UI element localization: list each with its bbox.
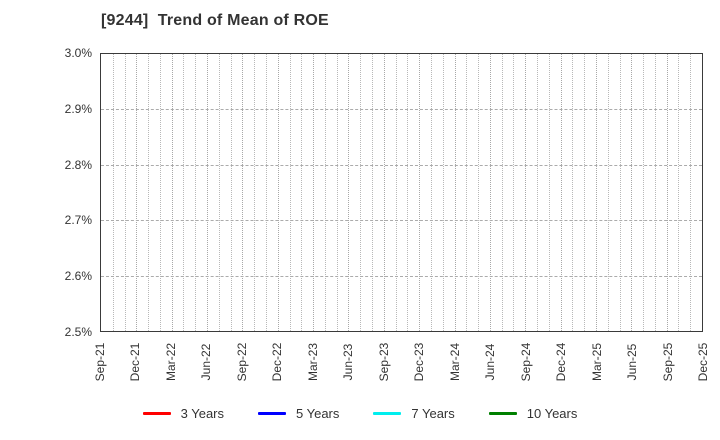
vertical-gridline	[678, 54, 680, 331]
vertical-gridline	[230, 54, 232, 331]
horizontal-gridline	[101, 220, 702, 222]
legend-item: 5 Years	[258, 406, 339, 421]
vertical-gridline	[383, 54, 385, 331]
y-tick-label: 2.6%	[64, 269, 92, 284]
vertical-gridline	[313, 54, 315, 331]
vertical-gridline	[419, 54, 421, 331]
x-tick-label: Jun-25	[625, 343, 640, 381]
vertical-gridline	[207, 54, 209, 331]
vertical-gridline	[395, 54, 397, 331]
vertical-gridline	[548, 54, 550, 331]
vertical-gridline	[159, 54, 161, 331]
vertical-gridline	[277, 54, 279, 331]
vertical-gridline	[218, 54, 220, 331]
vertical-gridline	[171, 54, 173, 331]
x-tick-label: Sep-24	[518, 342, 533, 382]
vertical-gridline	[336, 54, 338, 331]
legend-item: 10 Years	[488, 406, 578, 421]
x-tick-label: Jun-23	[341, 343, 356, 381]
x-tick-label: Jun-24	[483, 343, 498, 381]
y-tick-label: 2.8%	[64, 157, 92, 172]
vertical-gridline	[690, 54, 692, 331]
vertical-gridline	[372, 54, 374, 331]
legend-item: 7 Years	[373, 406, 455, 421]
x-tick-label: Dec-24	[554, 342, 569, 382]
vertical-gridline	[619, 54, 621, 331]
vertical-gridline	[525, 54, 527, 331]
x-tick-label: Sep-25	[660, 342, 675, 382]
plot-area	[100, 53, 703, 332]
vertical-gridline	[112, 54, 114, 331]
vertical-gridline	[265, 54, 267, 331]
vertical-gridline	[442, 54, 444, 331]
vertical-gridline	[513, 54, 515, 331]
vertical-gridline	[572, 54, 574, 331]
vertical-gridline	[537, 54, 539, 331]
legend-label: 5 Years	[296, 406, 340, 421]
vertical-gridline	[654, 54, 656, 331]
legend-item: 3 Years	[142, 406, 224, 421]
vertical-gridline	[489, 54, 491, 331]
x-tick-label: Mar-22	[163, 342, 178, 382]
x-tick-label: Jun-22	[199, 343, 214, 381]
x-tick-label: Mar-25	[589, 342, 604, 382]
horizontal-gridline	[101, 275, 702, 277]
vertical-gridline	[560, 54, 562, 331]
legend-line-swatch	[258, 412, 286, 415]
legend: 3 Years 5 Years 7 Years 10 Years	[0, 406, 720, 421]
legend-label: 10 Years	[526, 406, 578, 421]
y-tick-label: 3.0%	[64, 46, 92, 60]
vertical-gridline	[289, 54, 291, 331]
horizontal-gridline	[101, 109, 702, 111]
vertical-gridline	[595, 54, 597, 331]
y-tick-label: 2.7%	[64, 213, 92, 228]
horizontal-gridline	[101, 164, 702, 166]
y-tick-label: 2.9%	[64, 101, 92, 116]
x-tick-label: Sep-21	[93, 342, 107, 382]
x-tick-label: Dec-25	[696, 342, 710, 382]
x-tick-label: Dec-21	[128, 342, 143, 382]
vertical-gridline	[454, 54, 456, 331]
vertical-gridline	[254, 54, 256, 331]
vertical-gridline	[643, 54, 645, 331]
x-tick-label: Sep-23	[376, 342, 391, 382]
vertical-gridline	[501, 54, 503, 331]
vertical-gridline	[584, 54, 586, 331]
vertical-gridline	[478, 54, 480, 331]
x-tick-label: Dec-22	[270, 342, 285, 382]
vertical-gridline	[183, 54, 185, 331]
legend-line-swatch	[373, 412, 402, 415]
legend-line-swatch	[142, 412, 171, 415]
vertical-gridline	[301, 54, 303, 331]
x-tick-label: Mar-24	[447, 342, 462, 382]
vertical-gridline	[324, 54, 326, 331]
vertical-gridline	[666, 54, 668, 331]
vertical-gridline	[148, 54, 150, 331]
vertical-gridline	[631, 54, 633, 331]
legend-line-swatch	[488, 412, 517, 415]
vertical-gridline	[430, 54, 432, 331]
chart-title: [9244] Trend of Mean of ROE	[101, 12, 329, 29]
vertical-gridline	[195, 54, 197, 331]
legend-label: 3 Years	[180, 406, 224, 421]
x-tick-label: Sep-22	[234, 342, 249, 382]
x-tick-label: Dec-23	[412, 342, 427, 382]
vertical-gridline	[124, 54, 126, 331]
x-tick-label: Mar-23	[305, 342, 320, 382]
vertical-gridline	[360, 54, 362, 331]
y-tick-label: 2.5%	[64, 325, 92, 339]
vertical-gridline	[242, 54, 244, 331]
vertical-gridline	[407, 54, 409, 331]
vertical-gridline	[348, 54, 350, 331]
vertical-gridline	[136, 54, 138, 331]
legend-label: 7 Years	[411, 406, 455, 421]
vertical-gridline	[607, 54, 609, 331]
vertical-gridline	[466, 54, 468, 331]
